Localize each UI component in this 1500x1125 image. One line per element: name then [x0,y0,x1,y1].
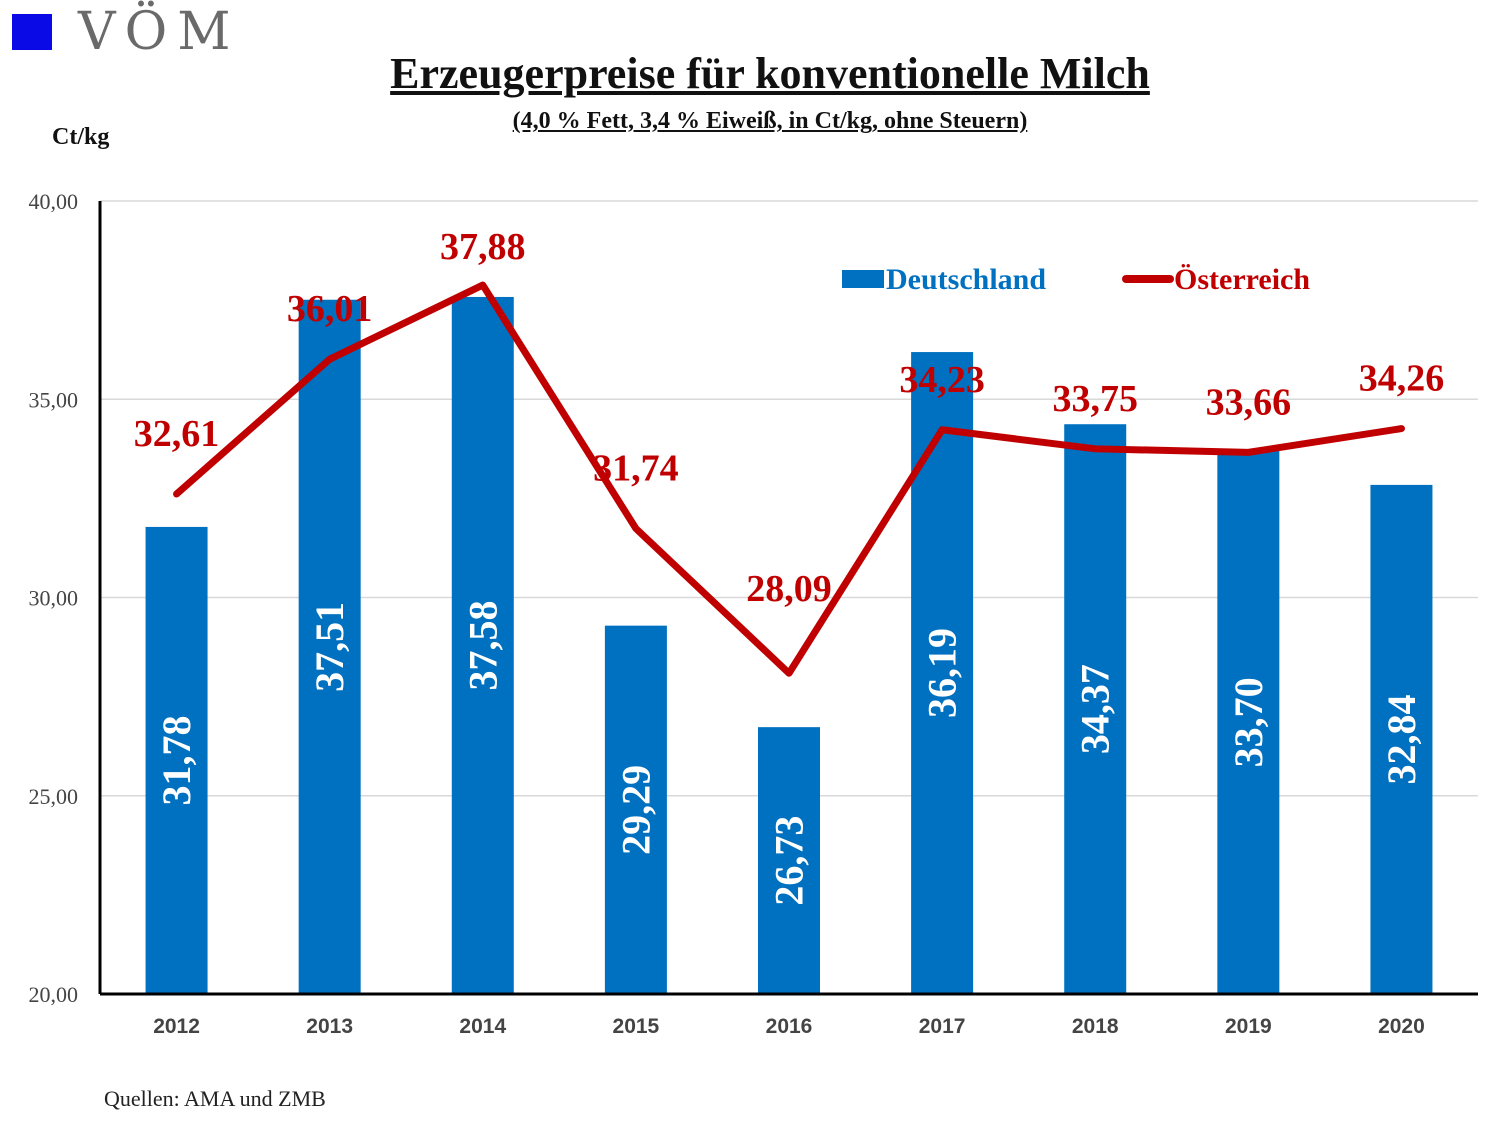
logo-square [12,14,52,50]
bar-2012 [145,526,208,994]
x-tick-label: 2019 [1225,1015,1272,1038]
bar-2016 [758,727,820,994]
logo-text: VÖM [78,2,241,62]
bar-2019 [1217,450,1280,994]
legend-swatch-deutschland [842,270,884,288]
bar-value-label: 31,78 [154,715,199,805]
x-tick-label: 2014 [459,1015,506,1038]
line-oesterreich [173,281,1405,677]
source-note: Quellen: AMA und ZMB [104,1086,326,1111]
x-tick-label: 2016 [766,1015,813,1038]
bar-2015 [604,625,667,994]
chart-subtitle: (4,0 % Fett, 3,4 % Eiweiß, in Ct/kg, ohn… [512,108,1028,134]
x-tick-label: 2015 [613,1015,660,1038]
line-value-label: 34,26 [1359,358,1445,400]
bar-value-label: 29,29 [613,765,658,855]
bar-2014 [451,296,514,994]
bar-value-label: 37,51 [307,602,352,692]
y-tick-label: 35,00 [29,387,79,412]
bar-value-label: 26,73 [767,816,812,906]
line-value-label: 32,61 [134,413,220,455]
y-tick-label: 30,00 [29,586,79,611]
bar-value-label: 36,19 [920,628,965,718]
line-value-label: 36,01 [287,288,373,330]
y-axis-unit: Ct/kg [52,124,110,150]
x-tick-label: 2012 [153,1015,200,1038]
legend-label-oesterreich: Österreich [1174,263,1310,296]
x-tick-label: 2020 [1378,1015,1425,1038]
y-tick-label: 40,00 [29,189,79,214]
bar-value-label: 34,37 [1073,664,1118,754]
x-tick-label: 2018 [1072,1015,1119,1038]
line-value-label: 31,74 [593,448,679,490]
line-value-label: 34,23 [899,359,985,401]
x-tick-label: 2017 [919,1015,966,1038]
legend-label-deutschland: Deutschland [886,263,1046,296]
bar-value-label: 37,58 [460,600,505,690]
bar-2013 [298,299,361,994]
y-tick-label: 20,00 [29,982,79,1007]
y-tick-label: 25,00 [29,784,79,809]
bar-2018 [1064,424,1127,994]
line-value-label: 28,09 [746,568,832,610]
line-value-label: 33,75 [1052,378,1138,420]
line-value-label: 33,66 [1206,381,1292,423]
chart-title: Erzeugerpreise für konventionelle Milch [390,49,1150,98]
bar-2020 [1370,484,1433,994]
bar-value-label: 32,84 [1379,694,1424,784]
bar-value-label: 33,70 [1226,677,1271,767]
line-value-label: 37,88 [440,226,526,268]
x-tick-label: 2013 [306,1015,353,1038]
